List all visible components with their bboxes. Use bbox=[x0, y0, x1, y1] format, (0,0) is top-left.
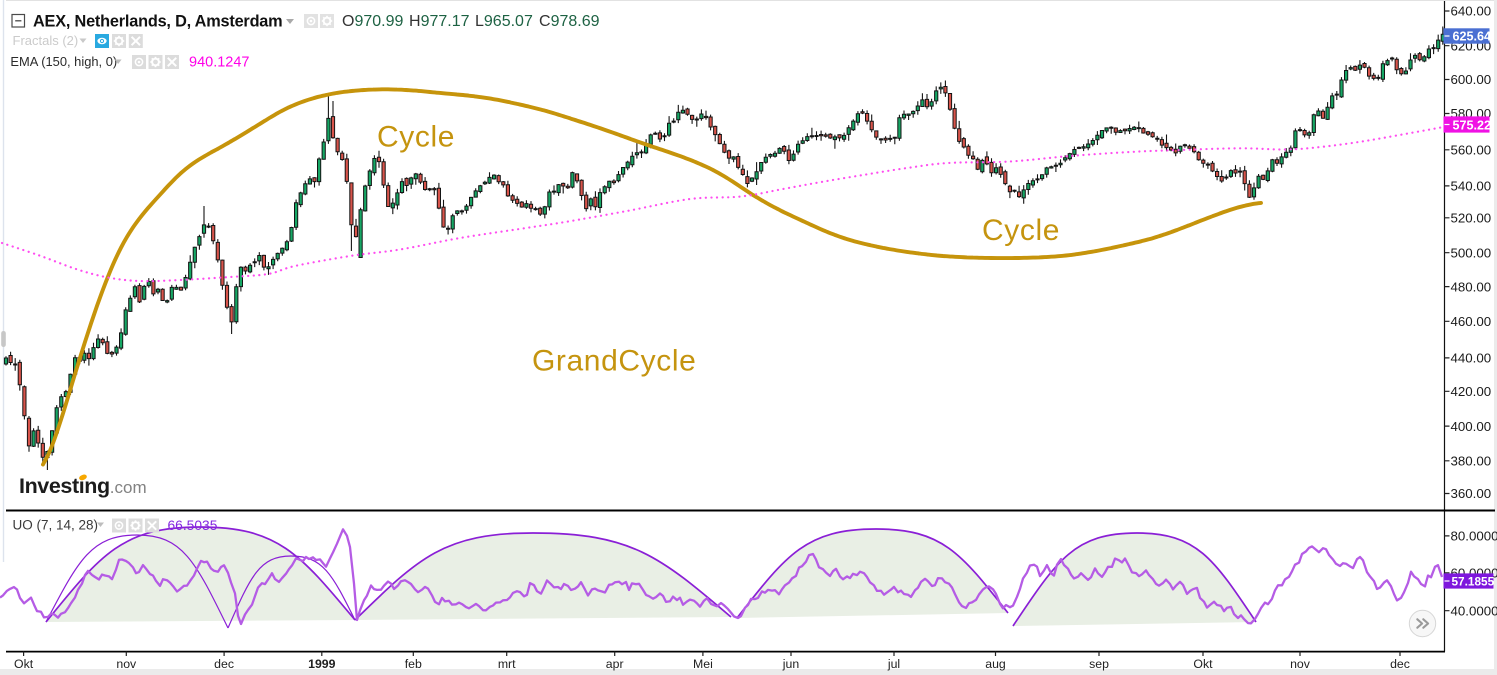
svg-text:H977.17: H977.17 bbox=[409, 13, 470, 30]
svg-text:dec: dec bbox=[1390, 657, 1410, 671]
svg-text:EMA (150, high, 0): EMA (150, high, 0) bbox=[10, 54, 117, 69]
svg-text:440.00: 440.00 bbox=[1451, 351, 1492, 366]
svg-text:540.00: 540.00 bbox=[1451, 179, 1492, 194]
svg-text:480.00: 480.00 bbox=[1451, 279, 1492, 294]
svg-text:575.22: 575.22 bbox=[1453, 118, 1492, 132]
svg-text:625.64: 625.64 bbox=[1453, 30, 1492, 44]
svg-text:C978.69: C978.69 bbox=[539, 13, 600, 30]
svg-text:Okt: Okt bbox=[1193, 657, 1213, 671]
svg-text:380.00: 380.00 bbox=[1451, 454, 1492, 469]
svg-text:420.00: 420.00 bbox=[1451, 384, 1492, 399]
svg-text:500.00: 500.00 bbox=[1451, 245, 1492, 260]
svg-text:360.00: 360.00 bbox=[1451, 486, 1492, 501]
svg-text:640.00: 640.00 bbox=[1451, 4, 1492, 19]
svg-text:400.00: 400.00 bbox=[1451, 419, 1492, 434]
svg-text:jun: jun bbox=[782, 657, 800, 671]
svg-text:dec: dec bbox=[214, 657, 234, 671]
svg-text:AEX, Netherlands, D, Amsterdam: AEX, Netherlands, D, Amsterdam bbox=[33, 13, 282, 31]
svg-text:jul: jul bbox=[887, 657, 900, 671]
svg-text:GrandCycle: GrandCycle bbox=[532, 345, 696, 378]
svg-text:O970.99: O970.99 bbox=[342, 13, 403, 30]
svg-text:feb: feb bbox=[405, 657, 422, 671]
svg-text:mrt: mrt bbox=[498, 657, 516, 671]
svg-text:Fractals (2): Fractals (2) bbox=[13, 33, 79, 48]
svg-text:1999: 1999 bbox=[308, 657, 336, 671]
svg-text:520.00: 520.00 bbox=[1451, 211, 1492, 226]
svg-text:L965.07: L965.07 bbox=[475, 13, 533, 30]
svg-text:940.1247: 940.1247 bbox=[189, 55, 249, 71]
svg-text:nov: nov bbox=[116, 657, 137, 671]
svg-text:560.00: 560.00 bbox=[1451, 143, 1492, 158]
svg-text:Mei: Mei bbox=[693, 657, 713, 671]
svg-text:57.1855: 57.1855 bbox=[1452, 575, 1495, 589]
svg-text:Cycle: Cycle bbox=[377, 121, 455, 154]
svg-text:600.00: 600.00 bbox=[1451, 72, 1492, 87]
svg-text:460.00: 460.00 bbox=[1451, 314, 1492, 329]
svg-text:66.5035: 66.5035 bbox=[168, 518, 218, 533]
svg-text:40.0000: 40.0000 bbox=[1451, 603, 1497, 618]
svg-text:apr: apr bbox=[606, 657, 624, 671]
svg-text:nov: nov bbox=[1290, 657, 1311, 671]
svg-text:aug: aug bbox=[985, 657, 1006, 671]
svg-text:UO (7, 14, 28): UO (7, 14, 28) bbox=[13, 518, 99, 533]
svg-text:Cycle: Cycle bbox=[982, 214, 1060, 247]
svg-text:80.0000: 80.0000 bbox=[1451, 529, 1497, 544]
svg-text:Okt: Okt bbox=[14, 657, 34, 671]
svg-text:sep: sep bbox=[1089, 657, 1109, 671]
